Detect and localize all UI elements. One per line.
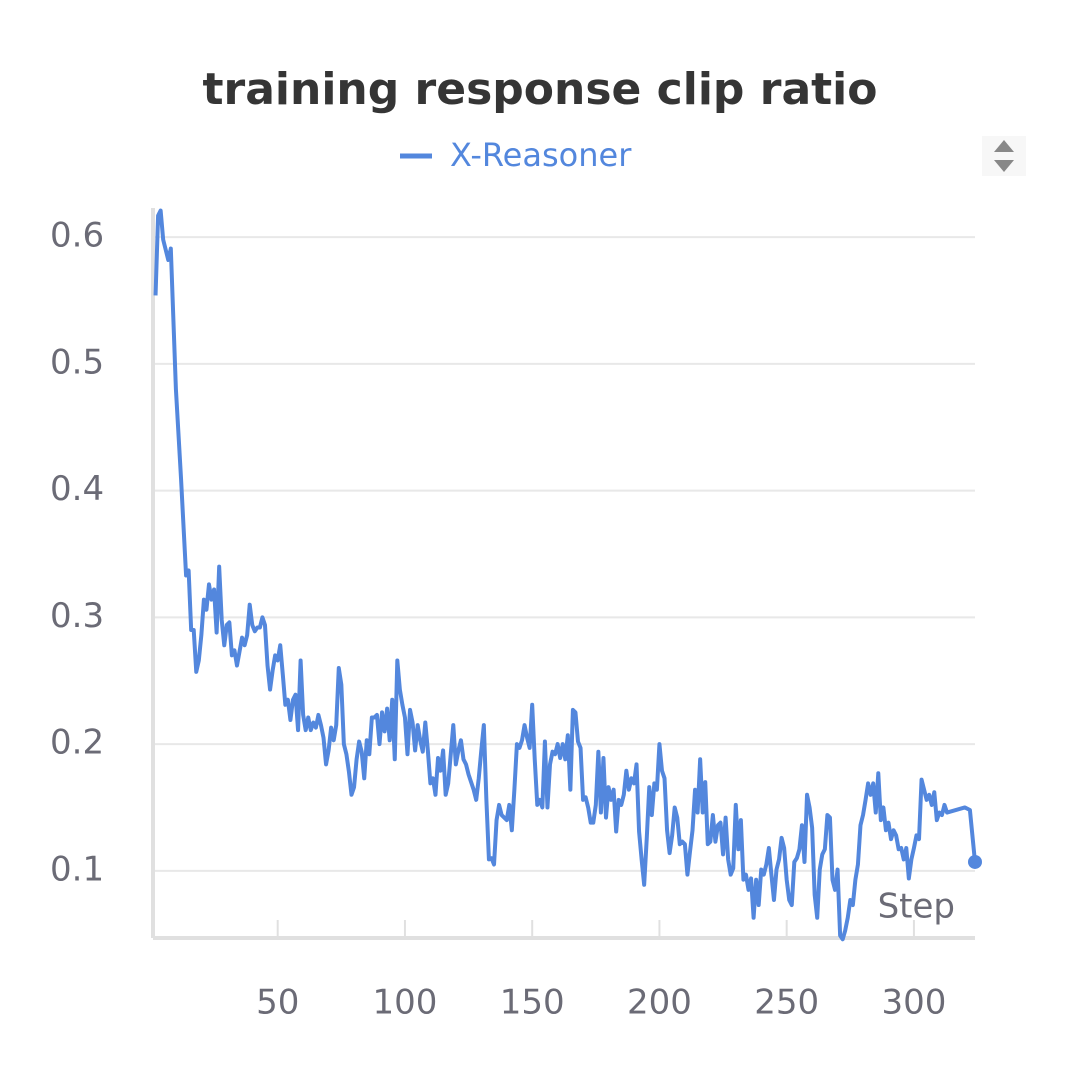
sort-icon[interactable] <box>982 136 1026 176</box>
y-tick-label: 0.2 <box>50 723 104 763</box>
x-tick-label: 150 <box>500 983 565 1023</box>
legend-label: X-Reasoner <box>450 136 632 174</box>
y-tick-label: 0.4 <box>50 469 104 509</box>
y-tick-label: 0.5 <box>50 342 104 382</box>
y-tick-label: 0.1 <box>50 849 104 889</box>
chart-title: training response clip ratio <box>203 64 878 115</box>
x-tick-label: 100 <box>372 983 437 1023</box>
x-axis-label: Step <box>878 887 955 927</box>
y-tick-label: 0.6 <box>50 216 104 256</box>
x-tick-label: 200 <box>627 983 692 1023</box>
y-tick-label: 0.3 <box>50 596 104 636</box>
end-point <box>968 854 982 869</box>
x-tick-label: 250 <box>754 983 819 1023</box>
line <box>153 208 977 942</box>
x-tick-label: 50 <box>256 983 299 1023</box>
x-tick-label: 300 <box>881 983 946 1023</box>
